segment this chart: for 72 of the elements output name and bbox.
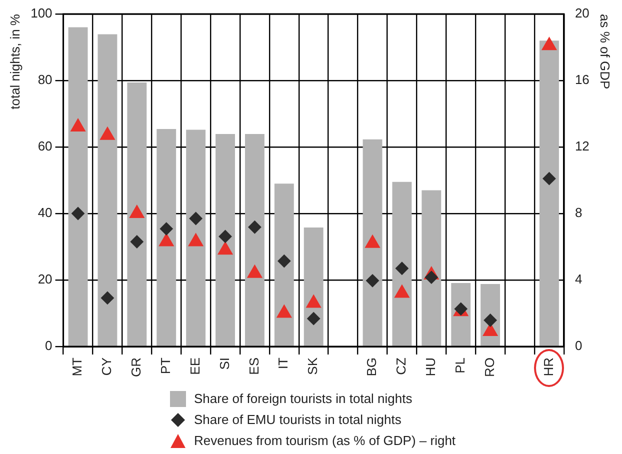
y2-tick-label: 20 [574,6,590,21]
x-tick-label: BG [364,358,380,376]
point [72,207,85,220]
y-axis-title: total nights, in % [7,14,22,110]
point [276,304,292,318]
x-tick-label: IT [276,357,291,370]
point [247,264,262,278]
point [70,118,86,132]
bar [362,139,382,346]
point [130,235,144,248]
bar [274,184,294,346]
bar [68,27,88,346]
y-tick-label: 0 [45,338,52,354]
y-tick-label: 80 [38,72,52,88]
x-tick-label: HU [422,358,438,376]
point [160,222,173,236]
point [218,242,233,255]
y2-tick-label: 12 [574,138,590,154]
point [129,205,144,218]
point [189,212,202,225]
bar [539,40,559,346]
y-tick-label: 40 [38,205,52,220]
point [278,254,291,268]
point [424,270,438,284]
legend-label: Share of foreign tourists in total nights [194,391,412,406]
point [306,294,322,308]
y2-axis-title: as % of GDP [598,14,613,90]
point [482,323,498,336]
x-tick-label: ES [246,357,262,375]
y-tick-label: 60 [38,138,52,154]
y2-tick-label: 16 [574,72,590,88]
x-tick-label: EE [187,357,202,375]
bar [127,82,147,346]
x-tick-label: RO [482,358,497,377]
point [542,172,556,186]
legend-label: Share of EMU tourists in total nights [194,412,402,427]
bar [216,134,235,346]
point [307,312,320,326]
y2-tick-label: 0 [574,338,582,354]
point [394,284,410,298]
y-tick-label: 20 [38,272,52,287]
x-tick-label: HR [540,358,556,376]
y2-tick-label: 8 [574,205,582,220]
point [395,262,408,275]
x-tick-label: CZ [394,357,409,375]
point [248,220,262,234]
point [100,291,114,304]
point [158,233,174,246]
bar [156,129,176,346]
point [365,234,380,248]
bar [392,182,412,346]
x-tick-label: PL [452,358,468,374]
x-tick-label: MT [70,357,85,376]
point [100,126,115,140]
point [218,230,232,243]
point [188,233,204,246]
x-tick-label: PT [158,357,173,374]
point [366,274,380,288]
legend-label: Revenues from tourism (as % of GDP) – right [194,433,456,448]
y2-tick-label: 4 [574,272,582,287]
x-tick-label: SI [216,358,232,370]
y-tick-label: 100 [30,6,52,21]
point [542,37,557,50]
x-tick-label: SK [305,357,320,375]
bar [422,190,442,346]
point [484,314,497,327]
bar [304,227,324,346]
bar [186,130,206,346]
x-tick-label: GR [128,358,144,377]
bar [98,34,118,346]
bar [244,134,264,346]
x-tick-label: CY [99,357,114,376]
